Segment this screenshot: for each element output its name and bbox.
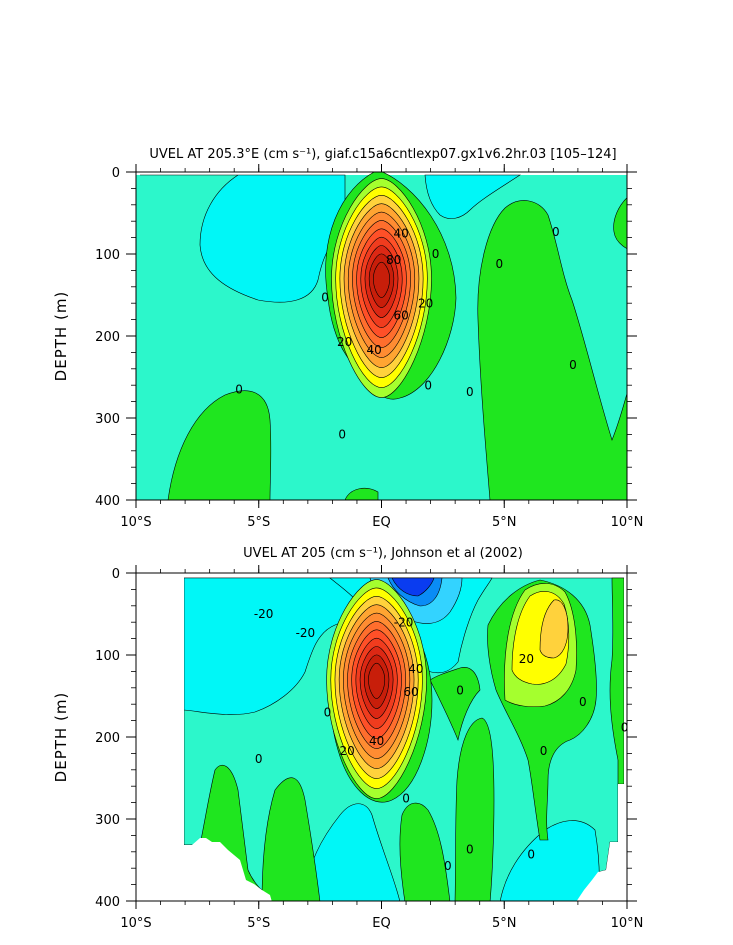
top-panel: UVEL AT 205.3°E (cm s⁻¹), giaf.c15a6cntl… <box>52 147 643 530</box>
bottom-x-tick-label: 10°N <box>611 916 644 931</box>
top-contour-label: 0 <box>466 385 474 399</box>
top-contour-label: 20 <box>337 335 352 349</box>
top-y-tick-label: 400 <box>95 494 120 509</box>
bottom-x-tick-label: 5°N <box>492 916 517 931</box>
bottom-contour-label: 0 <box>579 695 587 709</box>
top-y-tick-label: 0 <box>112 166 120 181</box>
bottom-y-axis-label: DEPTH (m) <box>52 692 70 783</box>
bottom-contour-label: 0 <box>324 706 332 720</box>
bottom-contour-label: 0 <box>527 847 535 861</box>
top-contour-label: 0 <box>235 382 243 396</box>
top-chart-title: UVEL AT 205.3°E (cm s⁻¹), giaf.c15a6cntl… <box>149 147 616 162</box>
bottom-contour-label: 40 <box>408 662 423 676</box>
bottom-contour-label: 0 <box>456 683 464 697</box>
bottom-contour-label: -20 <box>394 615 414 629</box>
top-contour-labels: 40 80 60 20 20 40 0 0 0 0 0 0 0 0 0 <box>235 225 577 442</box>
bottom-contour-label: 0 <box>621 720 629 734</box>
top-x-tick-label: 5°N <box>492 515 517 530</box>
top-contour-label: 0 <box>424 378 432 392</box>
bottom-chart-title: UVEL AT 205 (cm s⁻¹), Johnson et al (200… <box>243 546 523 561</box>
bottom-y-tick-label: 400 <box>95 895 120 910</box>
top-contour-label: 20 <box>418 296 433 310</box>
top-jet-core <box>331 178 432 398</box>
top-core-contour-110 <box>373 261 390 298</box>
top-y-tick-label: 300 <box>95 412 120 427</box>
top-x-tick-label: 5°S <box>247 515 270 530</box>
bottom-contour-label: 0 <box>540 744 548 758</box>
bottom-contour-label: 0 <box>402 792 410 806</box>
bottom-contour-fill <box>136 573 627 901</box>
bottom-core-contour-110 <box>368 662 386 699</box>
top-contour-label: 0 <box>338 428 346 442</box>
bottom-y-tick-label: 200 <box>95 731 120 746</box>
bottom-contour-label: 60 <box>403 685 418 699</box>
top-contour-label: 0 <box>496 257 504 271</box>
top-contour-label: 60 <box>393 309 408 323</box>
top-y-tick-label: 100 <box>95 248 120 263</box>
bottom-y-tick-label: 0 <box>112 567 120 582</box>
top-contour-label: 40 <box>366 343 381 357</box>
bottom-contour-label: -20 <box>254 607 274 621</box>
bottom-contour-label: 0 <box>444 859 452 873</box>
top-contour-label: 0 <box>432 247 440 261</box>
bottom-panel: UVEL AT 205 (cm s⁻¹), Johnson et al (200… <box>52 546 643 931</box>
top-contour-fill <box>136 172 627 500</box>
top-contour-label: 0 <box>552 225 560 239</box>
bottom-x-tick-label: 10°S <box>120 916 151 931</box>
top-x-tick-label: 10°S <box>120 515 151 530</box>
bottom-contour-label: -20 <box>296 626 316 640</box>
bottom-y-tick-label: 100 <box>95 649 120 664</box>
top-contour-label: 0 <box>569 358 577 372</box>
top-y-tick-label: 200 <box>95 330 120 345</box>
top-x-tick-label: 10°N <box>611 515 644 530</box>
bottom-contour-label: 20 <box>519 652 534 666</box>
bottom-contour-label: 0 <box>255 752 263 766</box>
bottom-contour-label: 40 <box>369 734 384 748</box>
bottom-jet-core <box>326 579 427 799</box>
bottom-x-tick-label: 5°S <box>247 916 270 931</box>
top-y-axis-label: DEPTH (m) <box>52 291 70 382</box>
top-x-tick-label: EQ <box>372 515 390 530</box>
bottom-y-tick-label: 300 <box>95 813 120 828</box>
top-contour-label: 80 <box>386 253 401 267</box>
bottom-contour-label: 0 <box>466 842 474 856</box>
top-contour-label: 40 <box>393 227 408 241</box>
bottom-contour-label: 20 <box>339 744 354 758</box>
top-contour-label: 0 <box>321 291 329 305</box>
bottom-x-tick-label: EQ <box>372 916 390 931</box>
